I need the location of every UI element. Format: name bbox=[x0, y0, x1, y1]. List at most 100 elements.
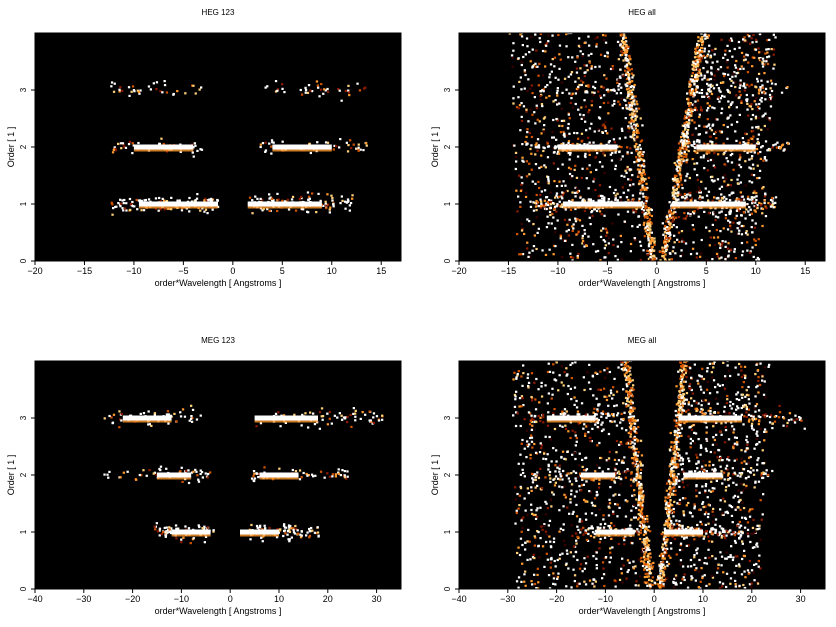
chart-3-count-cell-684 bbox=[634, 451, 637, 454]
chart-1-count-cell-2567 bbox=[542, 146, 545, 149]
chart-1-count-cell-1863 bbox=[712, 236, 716, 239]
chart-1-count-cell-191 bbox=[627, 67, 630, 70]
chart-3-count-cell-873 bbox=[605, 395, 608, 398]
chart-0-count-cell-404 bbox=[112, 90, 116, 93]
chart-1-count-cell-883 bbox=[533, 96, 536, 99]
chart-1-count-cell-2213 bbox=[682, 240, 685, 243]
chart-1-count-cell-1013 bbox=[640, 208, 644, 211]
chart-0-count-cell-73 bbox=[114, 205, 117, 209]
chart-0-count-cell-138 bbox=[161, 197, 164, 200]
chart-1-count-cell-1038 bbox=[618, 75, 622, 78]
chart-1-count-cell-2450 bbox=[737, 198, 740, 201]
chart-1-count-cell-2121 bbox=[702, 154, 705, 157]
chart-1-count-cell-1082 bbox=[588, 44, 591, 47]
chart-1-count-cell-602 bbox=[562, 238, 565, 241]
chart-1-count-cell-115 bbox=[619, 54, 622, 57]
chart-1-count-cell-348 bbox=[625, 59, 628, 62]
chart-1-count-cell-1014 bbox=[616, 40, 620, 43]
chart-1-count-cell-2582 bbox=[684, 147, 687, 150]
chart-2-count-cell-339 bbox=[165, 413, 169, 416]
chart-1-count-cell-146 bbox=[648, 235, 651, 239]
chart-3-count-cell-745 bbox=[568, 512, 571, 515]
chart-1-count-cell-2600 bbox=[685, 148, 688, 151]
chart-1-count-cell-1658 bbox=[703, 50, 706, 53]
chart-1-count-cell-246 bbox=[635, 148, 638, 151]
chart-2-count-cell-441 bbox=[312, 412, 315, 415]
chart-3-count-cell-913 bbox=[562, 528, 565, 532]
chart-2-count-cell-348 bbox=[179, 411, 182, 414]
chart-3-count-cell-931 bbox=[530, 372, 534, 375]
chart-1-count-cell-2549 bbox=[535, 142, 538, 145]
chart-1-count-cell-2114 bbox=[761, 115, 764, 118]
chart-1-band-glow-order-2 bbox=[557, 149, 618, 152]
chart-1-count-cell-2171 bbox=[720, 244, 723, 247]
chart-3-count-cell-505 bbox=[534, 517, 538, 520]
chart-1-count-cell-2220 bbox=[737, 40, 741, 44]
chart-3-count-cell-712 bbox=[547, 463, 550, 466]
chart-1-count-cell-2680 bbox=[541, 89, 544, 92]
chart-2-count-cell-457 bbox=[255, 425, 258, 428]
chart-1-count-cell-1467 bbox=[699, 46, 703, 50]
chart-3-count-cell-884 bbox=[562, 505, 565, 508]
chart-0-count-cell-300 bbox=[191, 151, 194, 154]
chart-1-count-cell-2013 bbox=[744, 132, 747, 135]
chart-1-count-cell-2660 bbox=[587, 84, 590, 87]
chart-1-count-cell-1715 bbox=[729, 248, 733, 251]
chart-0-count-cell-416 bbox=[191, 84, 194, 87]
chart-1-count-cell-426 bbox=[512, 102, 515, 105]
chart-2-count-cell-447 bbox=[313, 423, 317, 426]
chart-1-count-cell-991 bbox=[597, 128, 600, 131]
chart-1-count-cell-24 bbox=[633, 103, 636, 106]
chart-0-count-cell-451 bbox=[281, 87, 284, 90]
chart-1-count-cell-447 bbox=[547, 178, 550, 181]
chart-0-count-cell-250 bbox=[287, 208, 291, 211]
chart-1-count-cell-89 bbox=[632, 137, 636, 140]
chart-3-count-cell-51 bbox=[649, 552, 652, 555]
chart-1-count-cell-873 bbox=[539, 33, 542, 36]
chart-3-count-cell-16 bbox=[639, 439, 643, 442]
chart-1-count-cell-2444 bbox=[767, 201, 770, 205]
chart-2-count-cell-349 bbox=[148, 423, 151, 426]
chart-1-count-cell-802 bbox=[607, 236, 610, 239]
chart-3-count-cell-136 bbox=[649, 587, 652, 589]
chart-1-count-cell-2 bbox=[650, 214, 653, 218]
chart-1-count-cell-1047 bbox=[526, 45, 529, 48]
chart-1-count-cell-801 bbox=[510, 54, 514, 57]
chart-3-count-cell-609 bbox=[552, 582, 555, 585]
chart-1-count-cell-1977 bbox=[671, 218, 675, 221]
chart-3-count-cell-636 bbox=[627, 569, 630, 572]
chart-1-count-cell-2441 bbox=[684, 197, 687, 200]
chart-3-count-cell-410 bbox=[633, 422, 637, 425]
chart-1-count-cell-109 bbox=[628, 121, 631, 124]
chart-1-count-cell-2522 bbox=[608, 140, 611, 143]
chart-1-count-cell-2307 bbox=[571, 198, 574, 202]
chart-1-count-cell-1585 bbox=[725, 256, 728, 259]
chart-2-count-cell-429 bbox=[368, 410, 371, 413]
chart-1-count-cell-1185 bbox=[663, 256, 666, 259]
chart-1-count-cell-355 bbox=[648, 224, 651, 227]
chart-3-count-cell-847 bbox=[604, 556, 608, 559]
chart-2-count-cell-307 bbox=[112, 413, 116, 416]
chart-1-count-cell-1908 bbox=[724, 258, 727, 261]
chart-1-count-cell-1970 bbox=[713, 179, 716, 182]
chart-3-count-cell-331 bbox=[649, 579, 652, 582]
chart-3-count-cell-251 bbox=[643, 581, 646, 584]
chart-1-count-cell-1581 bbox=[713, 78, 716, 81]
chart-3-count-cell-419 bbox=[640, 526, 643, 529]
chart-0-count-cell-162 bbox=[300, 197, 303, 200]
chart-1-count-cell-2691 bbox=[593, 87, 597, 90]
chart-1-count-cell-1588 bbox=[753, 100, 756, 103]
chart-3-count-cell-809 bbox=[513, 405, 517, 408]
chart-1-count-cell-849 bbox=[543, 164, 546, 167]
chart-2-count-cell-206 bbox=[185, 469, 188, 472]
chart-3-count-cell-362 bbox=[628, 420, 632, 423]
chart-3-count-cell-1096 bbox=[555, 460, 558, 463]
chart-1-count-cell-96 bbox=[647, 231, 650, 234]
chart-3-count-cell-439 bbox=[534, 398, 537, 401]
chart-3-count-cell-403 bbox=[638, 491, 641, 494]
chart-1-count-cell-339 bbox=[621, 53, 624, 56]
chart-1-count-cell-2596 bbox=[778, 145, 781, 149]
chart-0-count-cell-245 bbox=[317, 192, 320, 195]
chart-1-count-cell-2319 bbox=[556, 203, 559, 206]
